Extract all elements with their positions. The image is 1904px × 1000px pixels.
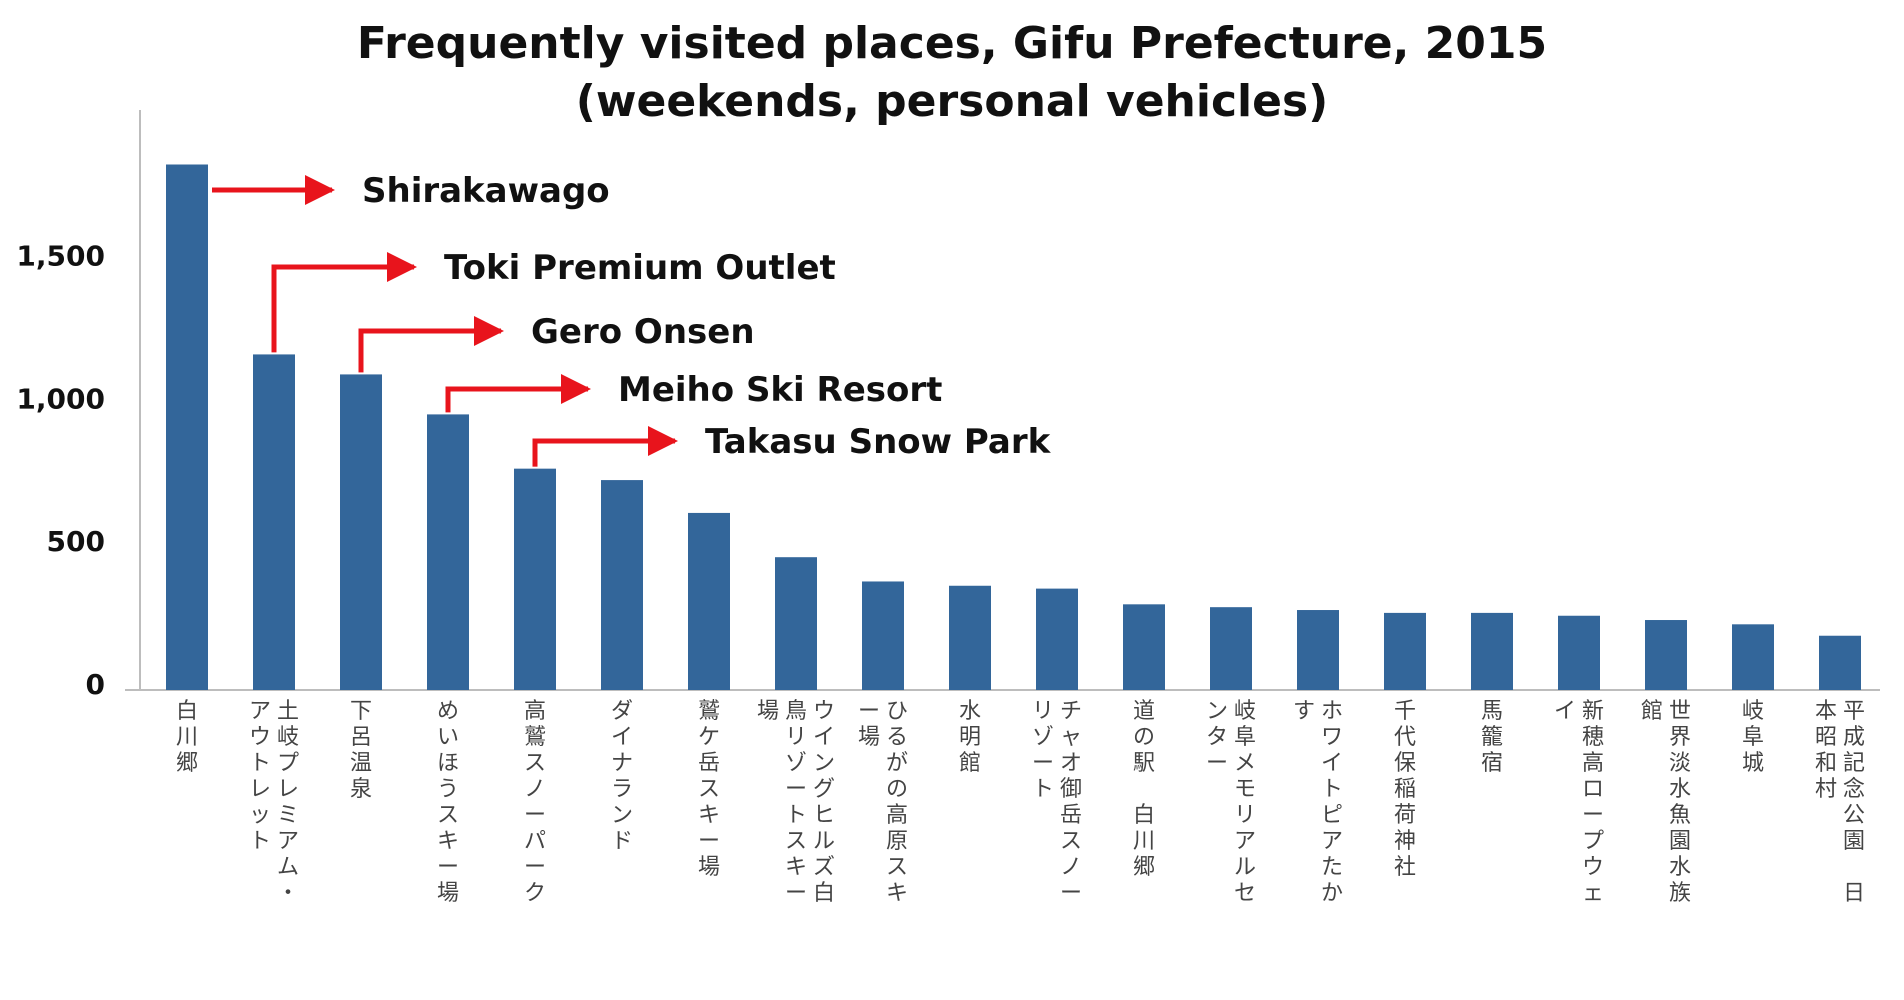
x-axis-labels: 白川郷 土岐プレミアム・アウトレット 下呂温泉 めいほうスキー場 高鷲スノーパーク ダイナ… [176, 699, 1865, 906]
x-tick-label: 白川郷 [176, 699, 198, 776]
svg-text:高鷲スノーパーク: 高鷲スノーパーク [524, 699, 546, 906]
y-axis-ticks: 0 500 1,000 1,500 [16, 240, 105, 701]
x-tick-label: 水明館 [959, 699, 981, 776]
x-tick-label: ひるがの高原スキー場 [858, 699, 908, 906]
svg-text:平成記念公園 日本昭和村: 平成記念公園 日本昭和村 [1815, 699, 1865, 906]
annotation-label: Takasu Snow Park [705, 422, 1052, 462]
annotation-label: Toki Premium Outlet [444, 248, 836, 288]
x-tick-label: ダイナランド [611, 699, 633, 854]
svg-text:下呂温泉: 下呂温泉 [350, 699, 372, 802]
bar [775, 557, 817, 690]
x-tick-label: 高鷲スノーパーク [524, 699, 546, 906]
y-tick-label: 1,000 [16, 382, 105, 415]
x-tick-label: 千代保稲荷神社 [1394, 699, 1416, 880]
bar [1036, 588, 1078, 690]
x-tick-label: 道の駅 白川郷 [1133, 699, 1155, 880]
bar [1645, 620, 1687, 690]
svg-text:道の駅 白川郷: 道の駅 白川郷 [1133, 699, 1155, 880]
svg-text:千代保稲荷神社: 千代保稲荷神社 [1394, 699, 1416, 880]
svg-text:馬籠宿: 馬籠宿 [1481, 699, 1503, 776]
bar [688, 512, 730, 690]
svg-text:ホワイトピアたかす: ホワイトピアたかす [1293, 699, 1343, 906]
svg-text:岐阜城: 岐阜城 [1742, 699, 1764, 776]
bar [340, 374, 382, 690]
x-tick-label: 世界淡水魚園水族館 [1641, 699, 1691, 906]
x-tick-label: チャオ御岳スノーリゾート [1032, 699, 1082, 906]
annotations: Shirakawago Toki Premium Outlet Gero Onsen… [212, 171, 1052, 467]
bar [1732, 624, 1774, 690]
x-tick-label: 岐阜城 [1742, 699, 1764, 776]
svg-text:チャオ御岳スノーリゾート: チャオ御岳スノーリゾート [1032, 699, 1082, 906]
bar [1384, 612, 1426, 690]
chart-subtitle: (weekends, personal vehicles) [576, 76, 1329, 127]
x-tick-label: ウイングヒルズ白鳥リゾートスキー場 [757, 699, 835, 906]
svg-text:ダイナランド: ダイナランド [611, 699, 633, 854]
x-tick-label: ホワイトピアたかす [1293, 699, 1343, 906]
svg-text:水明館: 水明館 [959, 699, 981, 776]
svg-text:めいほうスキー場: めいほうスキー場 [437, 699, 459, 906]
bar [601, 480, 643, 690]
bars [166, 164, 1861, 691]
chart-title: Frequently visited places, Gifu Prefectu… [357, 18, 1547, 69]
x-tick-label: めいほうスキー場 [437, 699, 459, 906]
bar [1297, 610, 1339, 690]
bar [949, 585, 991, 690]
bar [427, 414, 469, 690]
svg-text:新穂高ロープウェイ: 新穂高ロープウェイ [1554, 699, 1604, 906]
svg-text:白川郷: 白川郷 [176, 699, 198, 776]
svg-text:鷲ケ岳スキー場: 鷲ケ岳スキー場 [698, 699, 720, 880]
y-tick-label: 0 [86, 668, 105, 701]
bar [166, 164, 208, 691]
bar [1819, 635, 1861, 690]
bar [1471, 612, 1513, 690]
y-tick-label: 500 [47, 525, 105, 558]
y-tick-label: 1,500 [16, 240, 105, 273]
annotation-label: Shirakawago [362, 171, 610, 211]
bar [1210, 607, 1252, 690]
svg-text:ウイングヒルズ白鳥リゾートスキー場: ウイングヒルズ白鳥リゾートスキー場 [757, 699, 835, 906]
annotation-label: Meiho Ski Resort [618, 370, 942, 410]
x-tick-label: 下呂温泉 [350, 699, 372, 802]
svg-text:世界淡水魚園水族館: 世界淡水魚園水族館 [1641, 699, 1691, 906]
bar [1558, 615, 1600, 690]
svg-text:ひるがの高原スキー場: ひるがの高原スキー場 [858, 699, 908, 906]
annotation-label: Gero Onsen [531, 312, 755, 352]
bar [1123, 604, 1165, 690]
svg-text:土岐プレミアム・アウトレット: 土岐プレミアム・アウトレット [249, 699, 299, 906]
x-tick-label: 新穂高ロープウェイ [1554, 699, 1604, 906]
x-tick-label: 鷲ケ岳スキー場 [698, 699, 720, 880]
bar [862, 581, 904, 690]
bar [253, 354, 295, 690]
x-tick-label: 平成記念公園 日本昭和村 [1815, 699, 1865, 906]
x-tick-label: 岐阜メモリアルセンター [1206, 699, 1256, 906]
x-tick-label: 土岐プレミアム・アウトレット [249, 699, 299, 906]
x-tick-label: 馬籠宿 [1481, 699, 1503, 776]
bar [514, 468, 556, 690]
svg-text:岐阜メモリアルセンター: 岐阜メモリアルセンター [1206, 699, 1256, 906]
